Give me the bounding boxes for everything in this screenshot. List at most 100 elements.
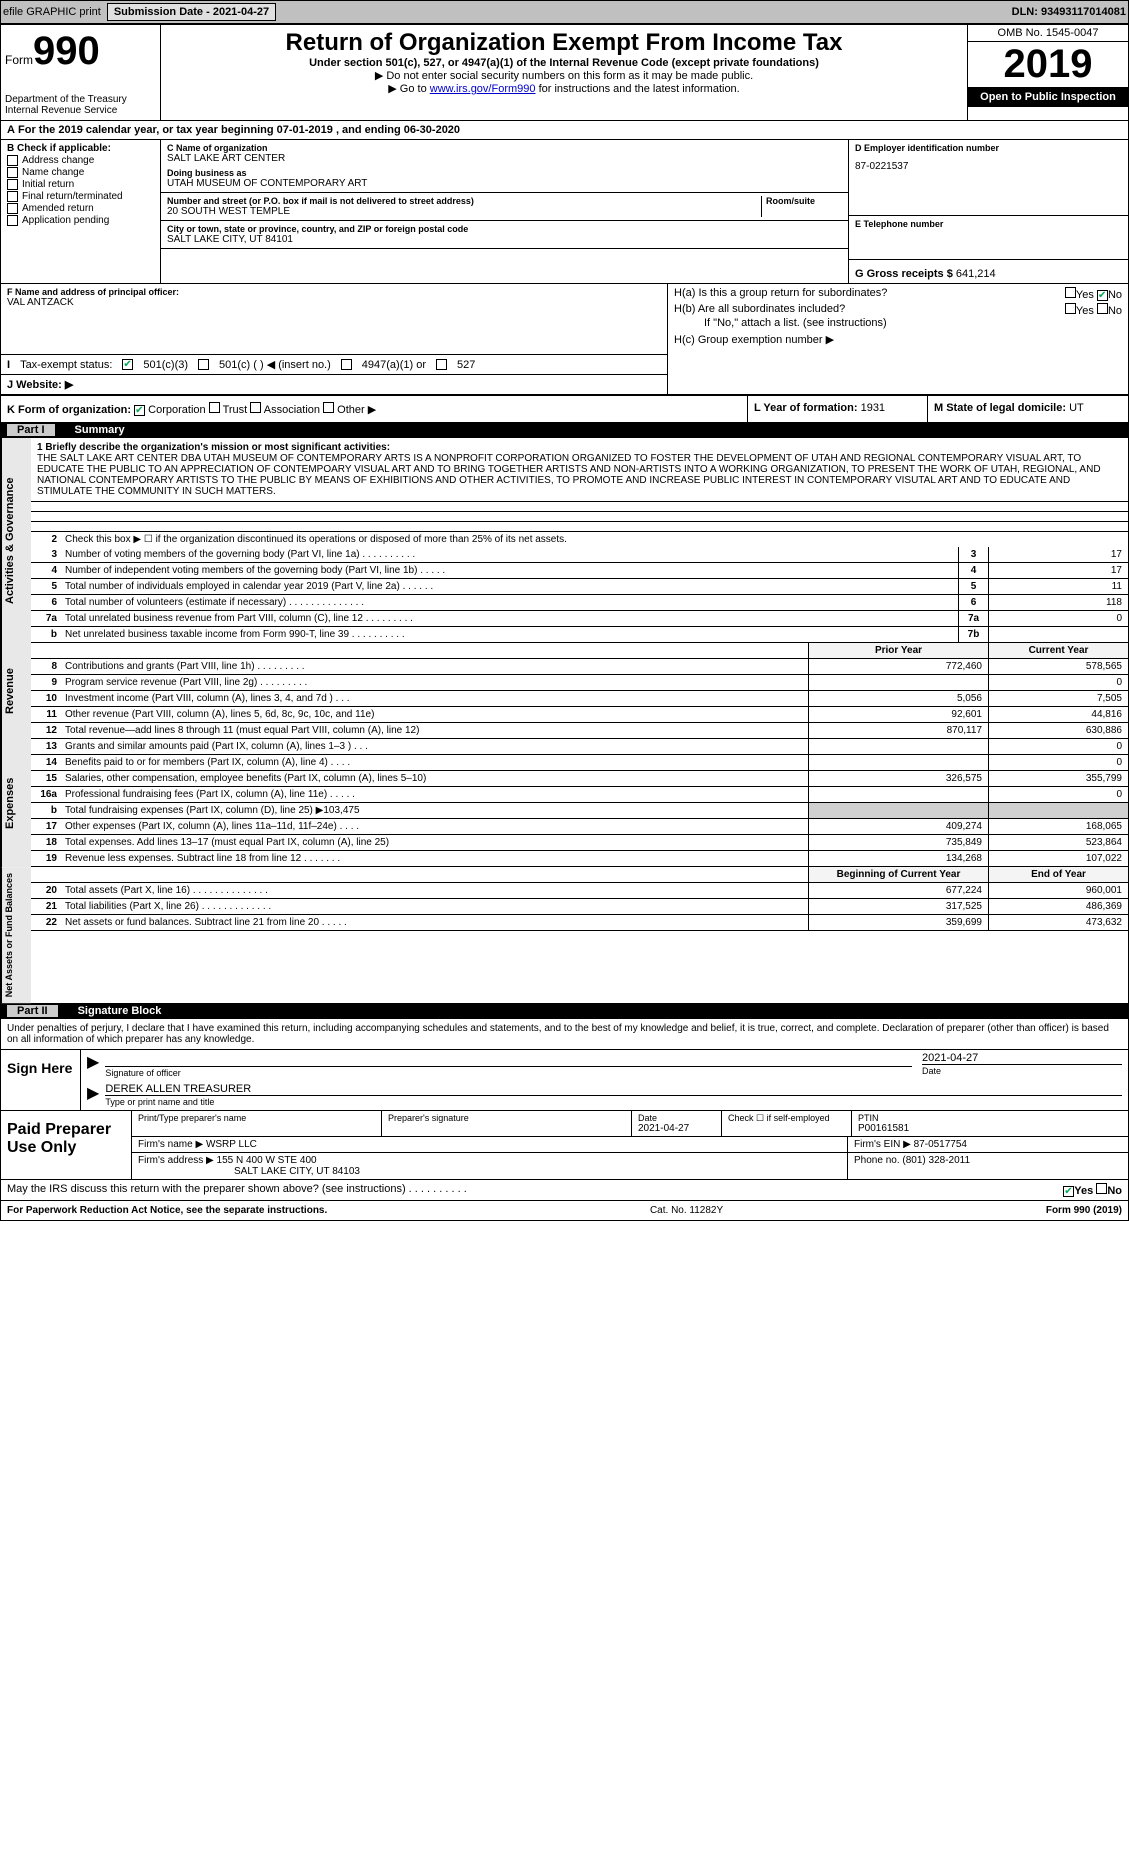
curr-8: 578,565 bbox=[988, 659, 1128, 674]
city-label: City or town, state or province, country… bbox=[167, 224, 842, 234]
address-change-checkbox[interactable] bbox=[7, 155, 18, 166]
tax-status-label: Tax-exempt status: bbox=[20, 359, 112, 371]
line-12: Total revenue—add lines 8 through 11 (mu… bbox=[61, 723, 808, 738]
end-year-hdr: End of Year bbox=[988, 867, 1128, 882]
prior-14 bbox=[808, 755, 988, 770]
form-subtitle: Under section 501(c), 527, or 4947(a)(1)… bbox=[169, 57, 959, 69]
opt-amended-return: Amended return bbox=[22, 203, 94, 214]
omb-number: OMB No. 1545-0047 bbox=[968, 25, 1128, 42]
begin-year-hdr: Beginning of Current Year bbox=[808, 867, 988, 882]
warning-2b: for instructions and the latest informat… bbox=[536, 83, 740, 95]
phone-label: Phone no. bbox=[854, 1155, 900, 1166]
application-pending-checkbox[interactable] bbox=[7, 215, 18, 226]
irs-link[interactable]: www.irs.gov/Form990 bbox=[430, 83, 536, 95]
yes-label-2: Yes bbox=[1076, 305, 1094, 317]
line-17: Other expenses (Part IX, column (A), lin… bbox=[61, 819, 808, 834]
sign-here-label: Sign Here bbox=[1, 1050, 81, 1110]
end-21: 486,369 bbox=[988, 899, 1128, 914]
4947-checkbox[interactable] bbox=[341, 359, 352, 370]
curr-13: 0 bbox=[988, 739, 1128, 754]
opt-other: Other ▶ bbox=[337, 404, 376, 416]
end-20: 960,001 bbox=[988, 883, 1128, 898]
sig-declaration: Under penalties of perjury, I declare th… bbox=[1, 1019, 1128, 1049]
form-number: 990 bbox=[33, 29, 100, 73]
line-21: Total liabilities (Part X, line 26) . . … bbox=[61, 899, 808, 914]
officer-label: F Name and address of principal officer: bbox=[7, 287, 661, 297]
year-formation: 1931 bbox=[861, 402, 885, 414]
phone-value: (801) 328-2011 bbox=[902, 1155, 970, 1166]
c-name-label: C Name of organization bbox=[167, 143, 842, 153]
prior-12: 870,117 bbox=[808, 723, 988, 738]
side-expenses: Expenses bbox=[1, 739, 31, 867]
curr-14: 0 bbox=[988, 755, 1128, 770]
curr-15: 355,799 bbox=[988, 771, 1128, 786]
prior-13 bbox=[808, 739, 988, 754]
501c-checkbox[interactable] bbox=[198, 359, 209, 370]
val-7b bbox=[988, 627, 1128, 642]
line-20: Total assets (Part X, line 16) . . . . .… bbox=[61, 883, 808, 898]
hb-note: If "No," attach a list. (see instruction… bbox=[704, 317, 1122, 329]
efile-label: efile GRAPHIC print bbox=[3, 6, 101, 18]
opt-initial-return: Initial return bbox=[22, 179, 74, 190]
line-7b: Net unrelated business taxable income fr… bbox=[61, 627, 958, 642]
discuss-yes[interactable] bbox=[1063, 1186, 1074, 1197]
hb-yes[interactable] bbox=[1065, 303, 1076, 314]
k-label: K Form of organization: bbox=[7, 404, 131, 416]
hc-label: H(c) Group exemption number ▶ bbox=[674, 333, 1122, 346]
line-14: Benefits paid to or for members (Part IX… bbox=[61, 755, 808, 770]
line-10: Investment income (Part VIII, column (A)… bbox=[61, 691, 808, 706]
no-label-2: No bbox=[1108, 305, 1122, 317]
ha-label: H(a) Is this a group return for subordin… bbox=[674, 287, 943, 301]
curr-10: 7,505 bbox=[988, 691, 1128, 706]
m-label: M State of legal domicile: bbox=[934, 402, 1066, 414]
submission-date-button[interactable]: Submission Date - 2021-04-27 bbox=[107, 3, 276, 21]
corp-checkbox[interactable] bbox=[134, 405, 145, 416]
prep-date-label: Date bbox=[638, 1113, 715, 1123]
501c3-checkbox[interactable] bbox=[122, 359, 133, 370]
part1-tab: Part I bbox=[7, 424, 55, 436]
trust-checkbox[interactable] bbox=[209, 402, 220, 413]
527-checkbox[interactable] bbox=[436, 359, 447, 370]
part2-title: Signature Block bbox=[78, 1005, 162, 1017]
val-6: 118 bbox=[988, 595, 1128, 610]
line-b: Total fundraising expenses (Part IX, col… bbox=[61, 803, 808, 818]
opt-name-change: Name change bbox=[22, 167, 84, 178]
line-9: Program service revenue (Part VIII, line… bbox=[61, 675, 808, 690]
line-15: Salaries, other compensation, employee b… bbox=[61, 771, 808, 786]
amended-return-checkbox[interactable] bbox=[7, 203, 18, 214]
footer-right: Form 990 (2019) bbox=[1046, 1205, 1122, 1216]
name-change-checkbox[interactable] bbox=[7, 167, 18, 178]
discuss-no[interactable] bbox=[1096, 1183, 1107, 1194]
final-return-checkbox[interactable] bbox=[7, 191, 18, 202]
part2-tab: Part II bbox=[7, 1005, 58, 1017]
self-emp-label: Check ☐ if self-employed bbox=[728, 1113, 845, 1124]
firm-ein-label: Firm's EIN ▶ bbox=[854, 1139, 911, 1150]
prior-year-hdr: Prior Year bbox=[808, 643, 988, 658]
hb-no[interactable] bbox=[1097, 303, 1108, 314]
begin-21: 317,525 bbox=[808, 899, 988, 914]
side-netassets: Net Assets or Fund Balances bbox=[1, 867, 31, 1003]
footer-left: For Paperwork Reduction Act Notice, see … bbox=[7, 1205, 327, 1216]
discuss-no-label: No bbox=[1107, 1185, 1122, 1197]
curr-9: 0 bbox=[988, 675, 1128, 690]
line-18: Total expenses. Add lines 13–17 (must eq… bbox=[61, 835, 808, 850]
line-13: Grants and similar amounts paid (Part IX… bbox=[61, 739, 808, 754]
gross-label: G Gross receipts $ bbox=[855, 268, 953, 280]
side-governance: Activities & Governance bbox=[1, 438, 31, 643]
room-label: Room/suite bbox=[766, 196, 842, 206]
begin-20: 677,224 bbox=[808, 883, 988, 898]
ein-value: 87-0221537 bbox=[855, 161, 1122, 172]
other-checkbox[interactable] bbox=[323, 402, 334, 413]
prep-date: 2021-04-27 bbox=[638, 1123, 715, 1134]
dept-label: Department of the Treasury Internal Reve… bbox=[5, 94, 156, 116]
firm-addr1: 155 N 400 W STE 400 bbox=[217, 1155, 317, 1166]
ha-no[interactable] bbox=[1097, 290, 1108, 301]
ha-yes[interactable] bbox=[1065, 287, 1076, 298]
val-3: 17 bbox=[988, 547, 1128, 562]
initial-return-checkbox[interactable] bbox=[7, 179, 18, 190]
date-label: Date bbox=[922, 1066, 941, 1076]
opt-corp: Corporation bbox=[148, 404, 205, 416]
mission-text: THE SALT LAKE ART CENTER DBA UTAH MUSEUM… bbox=[37, 453, 1101, 497]
assoc-checkbox[interactable] bbox=[250, 402, 261, 413]
prior-9 bbox=[808, 675, 988, 690]
